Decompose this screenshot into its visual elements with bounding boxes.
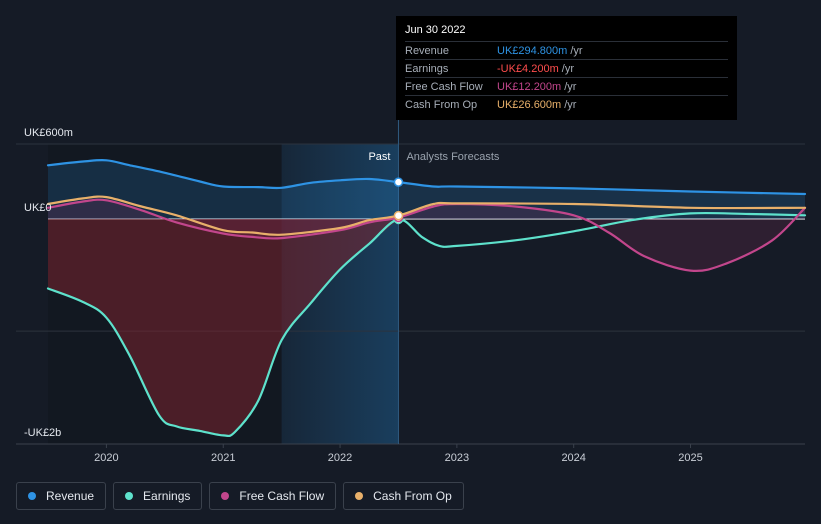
earnings-area — [48, 219, 399, 436]
x-tick-label: 2024 — [561, 452, 585, 464]
series-line-cash-from-op — [46, 195, 807, 236]
chart-legend: Revenue Earnings Free Cash Flow Cash Fro… — [16, 482, 464, 510]
y-axis-label: UK£0 — [24, 202, 52, 214]
past-label: Past — [368, 151, 390, 163]
legend-dot-icon — [221, 492, 230, 500]
series-line-revenue — [46, 158, 807, 196]
tooltip-value: UK£294.800m — [497, 44, 568, 57]
data-tooltip: Jun 30 2022 Revenue UK£294.800m /yr Earn… — [396, 16, 737, 120]
tooltip-label: Cash From Op — [405, 98, 478, 111]
tooltip-unit: /yr — [564, 98, 577, 111]
legend-label: Revenue — [46, 489, 95, 503]
x-tick-label: 2023 — [445, 452, 469, 464]
tooltip-label: Earnings — [405, 62, 449, 75]
marker-cash-from-op — [393, 210, 404, 221]
legend-label: Earnings — [143, 489, 191, 503]
y-axis-label: UK£600m — [24, 127, 73, 139]
legend-dot-icon — [355, 492, 364, 500]
tooltip-unit: /yr — [564, 80, 577, 93]
tooltip-value: UK£26.600m — [497, 98, 562, 111]
tooltip-row-earnings: Earnings -UK£4.200m /yr — [405, 59, 728, 77]
legend-item-free-cash-flow[interactable]: Free Cash Flow — [209, 482, 337, 510]
tooltip-label: Revenue — [405, 44, 450, 57]
x-tick-label: 2022 — [328, 452, 352, 464]
tooltip-row-revenue: Revenue UK£294.800m /yr — [405, 41, 728, 59]
tooltip-unit: /yr — [570, 44, 583, 57]
x-tick-label: 2020 — [94, 452, 118, 464]
legend-dot-icon — [125, 492, 134, 500]
tooltip-unit: /yr — [561, 62, 574, 75]
legend-dot-icon — [28, 492, 36, 500]
tooltip-value: UK£12.200m — [497, 80, 562, 93]
legend-item-earnings[interactable]: Earnings — [113, 482, 203, 510]
legend-label: Free Cash Flow — [239, 489, 325, 503]
legend-item-cash-from-op[interactable]: Cash From Op — [343, 482, 464, 510]
marker-revenue — [393, 177, 404, 187]
tooltip-date: Jun 30 2022 — [405, 24, 466, 36]
tooltip-label: Free Cash Flow — [405, 80, 483, 93]
free-cash-flow-area — [48, 199, 805, 271]
tooltip-row-free-cash-flow: Free Cash Flow UK£12.200m /yr — [405, 77, 728, 95]
y-axis-label: -UK£2b — [24, 427, 61, 439]
x-tick-label: 2021 — [211, 452, 235, 464]
legend-label: Cash From Op — [373, 489, 452, 503]
tooltip-value: -UK£4.200m — [497, 62, 559, 75]
series-line-earnings — [46, 211, 807, 438]
x-tick-label: 2025 — [678, 452, 702, 464]
legend-item-revenue[interactable]: Revenue — [16, 482, 107, 510]
tooltip-row-cash-from-op: Cash From Op UK£26.600m /yr — [405, 95, 728, 113]
forecast-label: Analysts Forecasts — [406, 151, 499, 163]
